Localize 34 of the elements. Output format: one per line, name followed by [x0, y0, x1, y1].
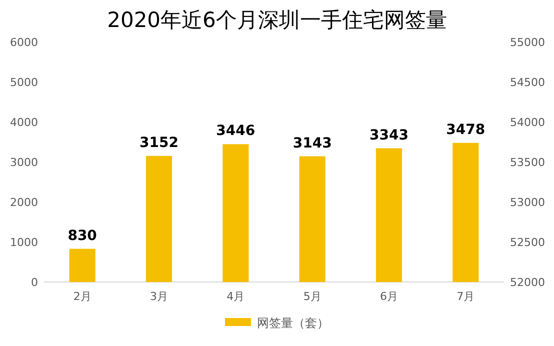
data-label: 3478	[446, 122, 486, 138]
y-tick-label: 0	[31, 276, 38, 289]
chart-title: 2020年近6个月深圳一手住宅网签量	[107, 8, 447, 32]
bar	[299, 156, 326, 282]
y-tick-label: 3000	[10, 156, 38, 169]
data-label: 3143	[292, 135, 332, 152]
data-label: 3343	[370, 127, 408, 144]
y2-tick-label: 53500	[510, 156, 545, 169]
y-tick-label: 5000	[10, 76, 38, 89]
bar	[376, 148, 402, 282]
bar	[146, 156, 172, 282]
bar	[452, 142, 479, 282]
data-label: 3152	[140, 134, 178, 151]
data-label: 830	[68, 228, 98, 244]
x-tick-label: 5月	[303, 290, 322, 303]
y2-tick-label: 54500	[510, 76, 545, 89]
y2-tick-label: 52000	[510, 276, 545, 289]
y-tick-label: 2000	[10, 196, 38, 209]
x-tick-label: 6月	[380, 290, 398, 303]
x-tick-label: 2月	[73, 290, 92, 303]
bar	[222, 144, 249, 282]
y-tick-label: 6000	[10, 36, 38, 49]
x-tick-label: 3月	[150, 290, 168, 303]
y2-tick-label: 55000	[510, 36, 545, 49]
bar	[69, 248, 96, 282]
x-tick-label: 7月	[456, 290, 475, 303]
data-label: 3446	[216, 123, 256, 140]
legend-label: 网签量（套）	[257, 316, 329, 330]
y2-tick-label: 53000	[510, 196, 545, 209]
y2-tick-label: 52500	[510, 236, 545, 249]
y-tick-label: 4000	[10, 116, 38, 129]
y-tick-label: 1000	[10, 236, 38, 249]
x-tick-label: 4月	[226, 290, 245, 303]
y2-tick-label: 54000	[510, 116, 545, 129]
